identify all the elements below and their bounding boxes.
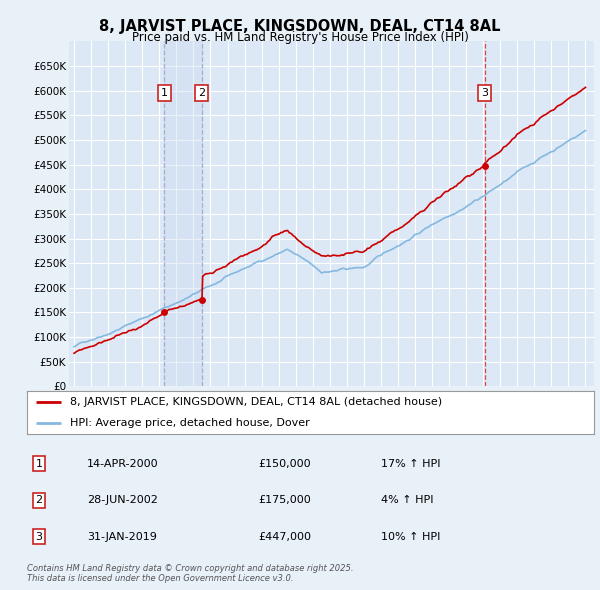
Text: 1: 1 bbox=[161, 88, 168, 98]
Text: Contains HM Land Registry data © Crown copyright and database right 2025.
This d: Contains HM Land Registry data © Crown c… bbox=[27, 563, 353, 583]
Text: 4% ↑ HPI: 4% ↑ HPI bbox=[381, 496, 433, 505]
Text: 14-APR-2000: 14-APR-2000 bbox=[87, 459, 158, 468]
Text: 1: 1 bbox=[35, 459, 43, 468]
Text: £150,000: £150,000 bbox=[258, 459, 311, 468]
Text: 8, JARVIST PLACE, KINGSDOWN, DEAL, CT14 8AL (detached house): 8, JARVIST PLACE, KINGSDOWN, DEAL, CT14 … bbox=[70, 397, 442, 407]
Text: 31-JAN-2019: 31-JAN-2019 bbox=[87, 532, 157, 542]
Text: HPI: Average price, detached house, Dover: HPI: Average price, detached house, Dove… bbox=[70, 418, 309, 428]
Text: 28-JUN-2002: 28-JUN-2002 bbox=[87, 496, 158, 505]
Text: £175,000: £175,000 bbox=[258, 496, 311, 505]
Text: 2: 2 bbox=[35, 496, 43, 505]
Text: 8, JARVIST PLACE, KINGSDOWN, DEAL, CT14 8AL: 8, JARVIST PLACE, KINGSDOWN, DEAL, CT14 … bbox=[99, 19, 501, 34]
Text: 3: 3 bbox=[35, 532, 43, 542]
Text: Price paid vs. HM Land Registry's House Price Index (HPI): Price paid vs. HM Land Registry's House … bbox=[131, 31, 469, 44]
Text: 10% ↑ HPI: 10% ↑ HPI bbox=[381, 532, 440, 542]
Text: 2: 2 bbox=[198, 88, 205, 98]
Bar bbox=[164, 41, 202, 386]
Text: 3: 3 bbox=[481, 88, 488, 98]
Text: £447,000: £447,000 bbox=[258, 532, 311, 542]
Text: 17% ↑ HPI: 17% ↑ HPI bbox=[381, 459, 440, 468]
